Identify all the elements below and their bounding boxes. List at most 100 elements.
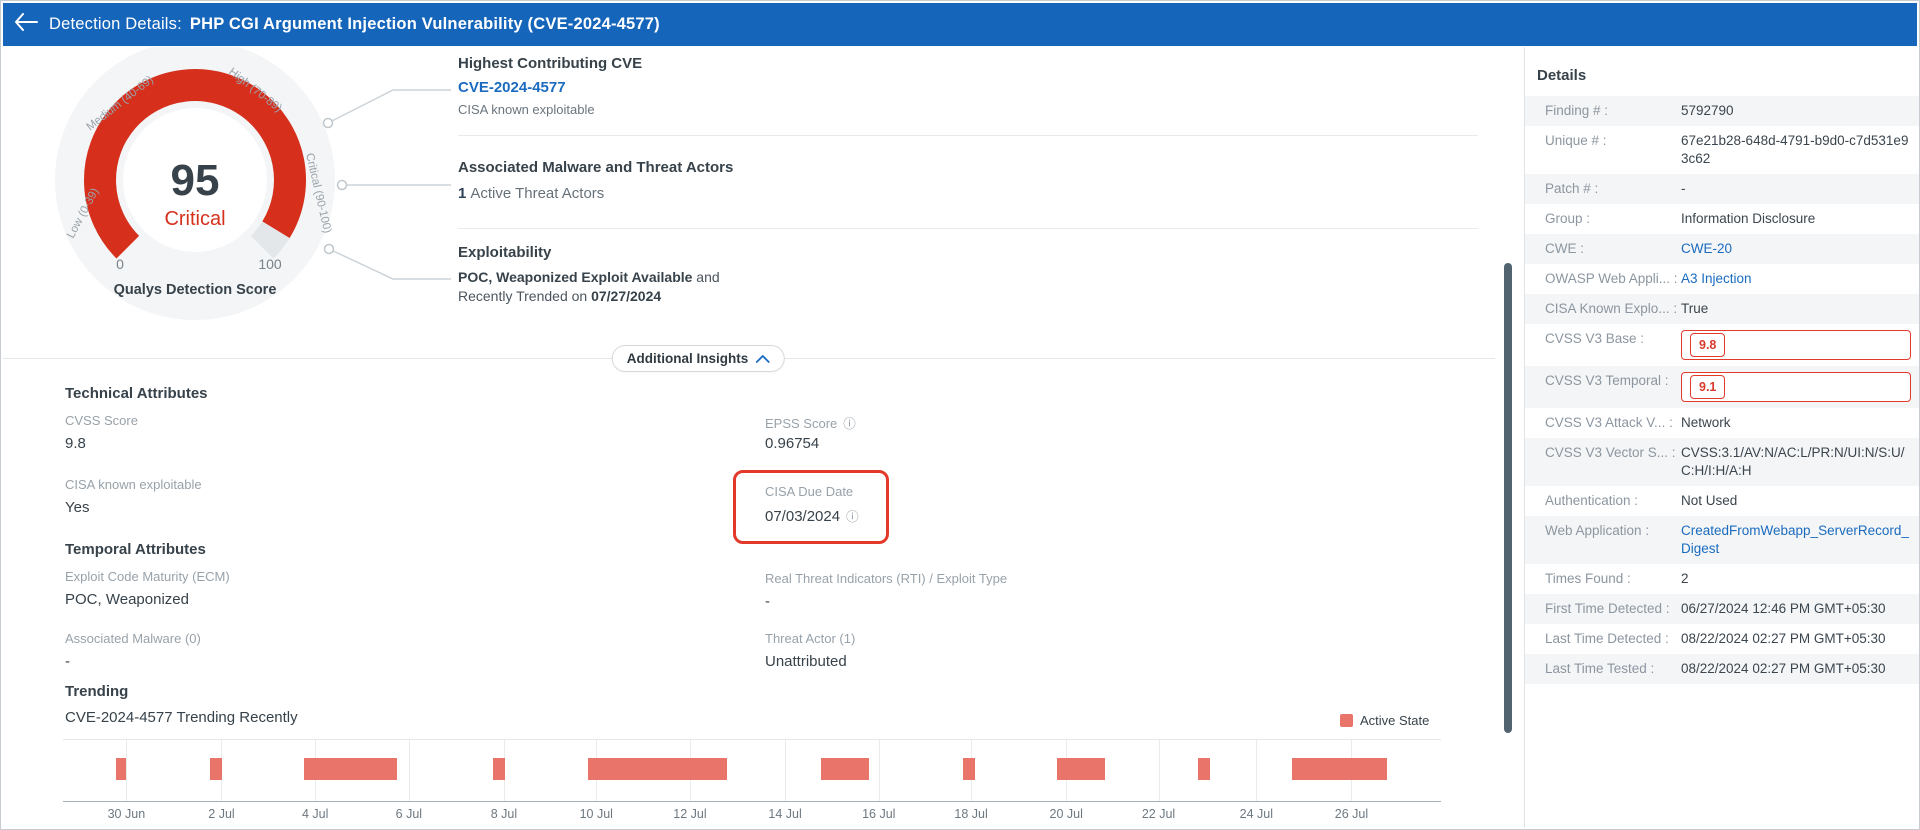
details-row: CVSS V3 Base : 9.8 (1525, 324, 1919, 366)
cvss-badge: 9.8 (1690, 333, 1726, 357)
ecm-value: POC, Weaponized (65, 591, 189, 608)
details-row: CVSS V3 Vector S... : CVSS:3.1/AV:N/AC:L/… (1525, 438, 1919, 486)
exploit-available-text: POC, Weaponized Exploit Available (458, 269, 693, 285)
recently-trended-date: 07/27/2024 (591, 288, 662, 304)
chart-gridline (785, 740, 787, 801)
details-row: First Time Detected : 06/27/2024 12:46 PM… (1525, 594, 1919, 624)
details-row-label: First Time Detected : (1545, 601, 1670, 616)
page-header: Detection Details: PHP CGI Argument Injec… (3, 3, 1917, 46)
ecm-label: Exploit Code Maturity (ECM) (65, 569, 230, 584)
details-row: CWE : CWE-20 (1525, 234, 1919, 264)
details-row-label: CWE : (1545, 241, 1584, 256)
details-row-value[interactable]: CWE-20 (1681, 241, 1733, 256)
exploitability-section: Exploitability POC, Weaponized Exploit A… (458, 244, 1478, 304)
details-row-label: Finding # : (1545, 103, 1609, 118)
info-icon[interactable]: ⓘ (846, 510, 859, 524)
details-row-label: Last Time Detected : (1545, 631, 1669, 646)
threat-actor-value: Unattributed (765, 653, 847, 670)
info-icon[interactable]: ⓘ (843, 417, 856, 431)
details-row: Last Time Tested : 08/22/2024 02:27 PM GM… (1525, 654, 1919, 684)
details-row: Authentication : Not Used (1525, 486, 1919, 516)
epss-score-label: EPSS Score ⓘ (765, 413, 856, 432)
details-row-value: Network (1681, 415, 1731, 430)
details-panel: Details Finding # : 5792790 Unique # : 67e2… (1524, 47, 1919, 827)
cisa-due-date-label: CISA Due Date (765, 484, 854, 499)
details-row: Finding # : 5792790 (1525, 96, 1919, 126)
details-row-label: Web Application : (1545, 523, 1650, 538)
page-title: Detection Details: PHP CGI Argument Injec… (49, 15, 660, 34)
details-row: Unique # : 67e21b28-648d-4791-b9d0-c7d531… (1525, 126, 1919, 174)
rti-label: Real Threat Indicators (RTI) / Exploit T… (765, 571, 1008, 586)
red-annotation-box (733, 470, 889, 544)
gauge-score-arc (84, 69, 306, 259)
rti-value: - (765, 593, 770, 610)
section-divider (458, 135, 1478, 136)
associated-malware-label: Associated Malware (0) (65, 631, 201, 646)
details-row-label: CISA Known Explo... : (1545, 301, 1678, 316)
additional-insights-label: Additional Insights (626, 351, 749, 366)
highest-contributing-cve-title: Highest Contributing CVE (458, 55, 643, 72)
chart-tick-label: 16 Jul (862, 807, 896, 821)
gauge-caption: Qualys Detection Score (114, 282, 277, 298)
highest-contributing-cve-section: Highest Contributing CVE CVE-2024-4577 C… (458, 55, 1478, 117)
page-title-prefix: Detection Details: (49, 15, 182, 33)
cvss-score-value: 9.8 (65, 435, 86, 452)
details-row-value: 08/22/2024 02:27 PM GMT+05:30 (1681, 661, 1886, 676)
associated-malware-section: Associated Malware and Threat Actors 1 Ac… (458, 159, 1478, 202)
active-state-bar (962, 758, 975, 780)
details-row-value: 67e21b28-648d-4791-b9d0-c7d531e93c62 (1681, 133, 1909, 166)
details-row-label: Unique # : (1545, 133, 1607, 148)
vertical-scrollbar-thumb[interactable] (1504, 263, 1512, 733)
technical-attributes-heading: Technical Attributes (65, 385, 208, 402)
details-row-value: CVSS:3.1/AV:N/AC:L/PR:N/UI:N/S:U/C:H/I:H… (1681, 445, 1905, 478)
cisa-known-exploitable-value: Yes (65, 499, 90, 516)
cisa-known-exploitable-note: CISA known exploitable (458, 102, 595, 117)
details-row-label: Times Found : (1545, 571, 1631, 586)
content-area: 95 Critical Low (0-39) Medium (40-69) Hi… (3, 47, 1919, 827)
chart-legend: Active State (1340, 713, 1429, 728)
details-row: CVSS V3 Temporal : 9.1 (1525, 366, 1919, 408)
details-row-label: Group : (1545, 211, 1591, 226)
exploit-available-rest: and (692, 269, 720, 285)
back-button[interactable] (3, 13, 49, 36)
chart-tick-label: 8 Jul (490, 807, 518, 821)
details-row-value: Information Disclosure (1681, 211, 1816, 226)
exploitability-line2: Recently Trended on 07/27/2024 (458, 288, 1478, 304)
details-row-value: 9.8 (1681, 330, 1911, 360)
details-row-value: 2 (1681, 571, 1689, 586)
exploitability-title: Exploitability (458, 244, 552, 261)
active-state-bar (304, 758, 398, 780)
active-state-bar (492, 758, 505, 780)
trending-subtitle: CVE-2024-4577 Trending Recently (65, 709, 298, 726)
details-row: Times Found : 2 (1525, 564, 1919, 594)
active-state-bar (1292, 758, 1388, 780)
details-row-label: CVSS V3 Vector S... : (1545, 445, 1676, 460)
details-row: Web Application : CreatedFromWebapp_Serve… (1525, 516, 1919, 564)
chart-tick-label: 14 Jul (768, 807, 802, 821)
details-row-value: True (1681, 301, 1709, 316)
active-state-bar (820, 758, 870, 780)
main-area: 95 Critical Low (0-39) Medium (40-69) Hi… (3, 47, 1523, 827)
details-row-value: - (1681, 181, 1686, 196)
details-row-label: CVSS V3 Base : (1545, 331, 1645, 346)
details-rows: Finding # : 5792790 Unique # : 67e21b28-648… (1525, 96, 1919, 684)
cvss-score-label: CVSS Score (65, 413, 138, 428)
gauge-min-label: 0 (116, 256, 124, 272)
details-row: Last Time Detected : 08/22/2024 02:27 PM … (1525, 624, 1919, 654)
details-row-label: OWASP Web Appli... : (1545, 271, 1678, 286)
cve-link[interactable]: CVE-2024-4577 (458, 79, 566, 96)
chart-tick-label: 30 Jun (107, 807, 146, 821)
details-row: OWASP Web Appli... : A3 Injection (1525, 264, 1919, 294)
active-state-bar (210, 758, 223, 780)
additional-insights-toggle[interactable]: Additional Insights (611, 345, 785, 372)
details-row: Group : Information Disclosure (1525, 204, 1919, 234)
details-row-label: Authentication : (1545, 493, 1639, 508)
threat-actor-label: Threat Actor (1) (765, 631, 856, 646)
recently-trended-text: Recently Trended on (458, 288, 592, 304)
details-row-value[interactable]: A3 Injection (1681, 271, 1752, 286)
details-panel-title: Details (1537, 67, 1587, 84)
active-state-bar (116, 758, 127, 780)
details-row-value[interactable]: CreatedFromWebapp_ServerRecord_Digest (1681, 523, 1909, 556)
chevron-up-icon (755, 351, 770, 366)
